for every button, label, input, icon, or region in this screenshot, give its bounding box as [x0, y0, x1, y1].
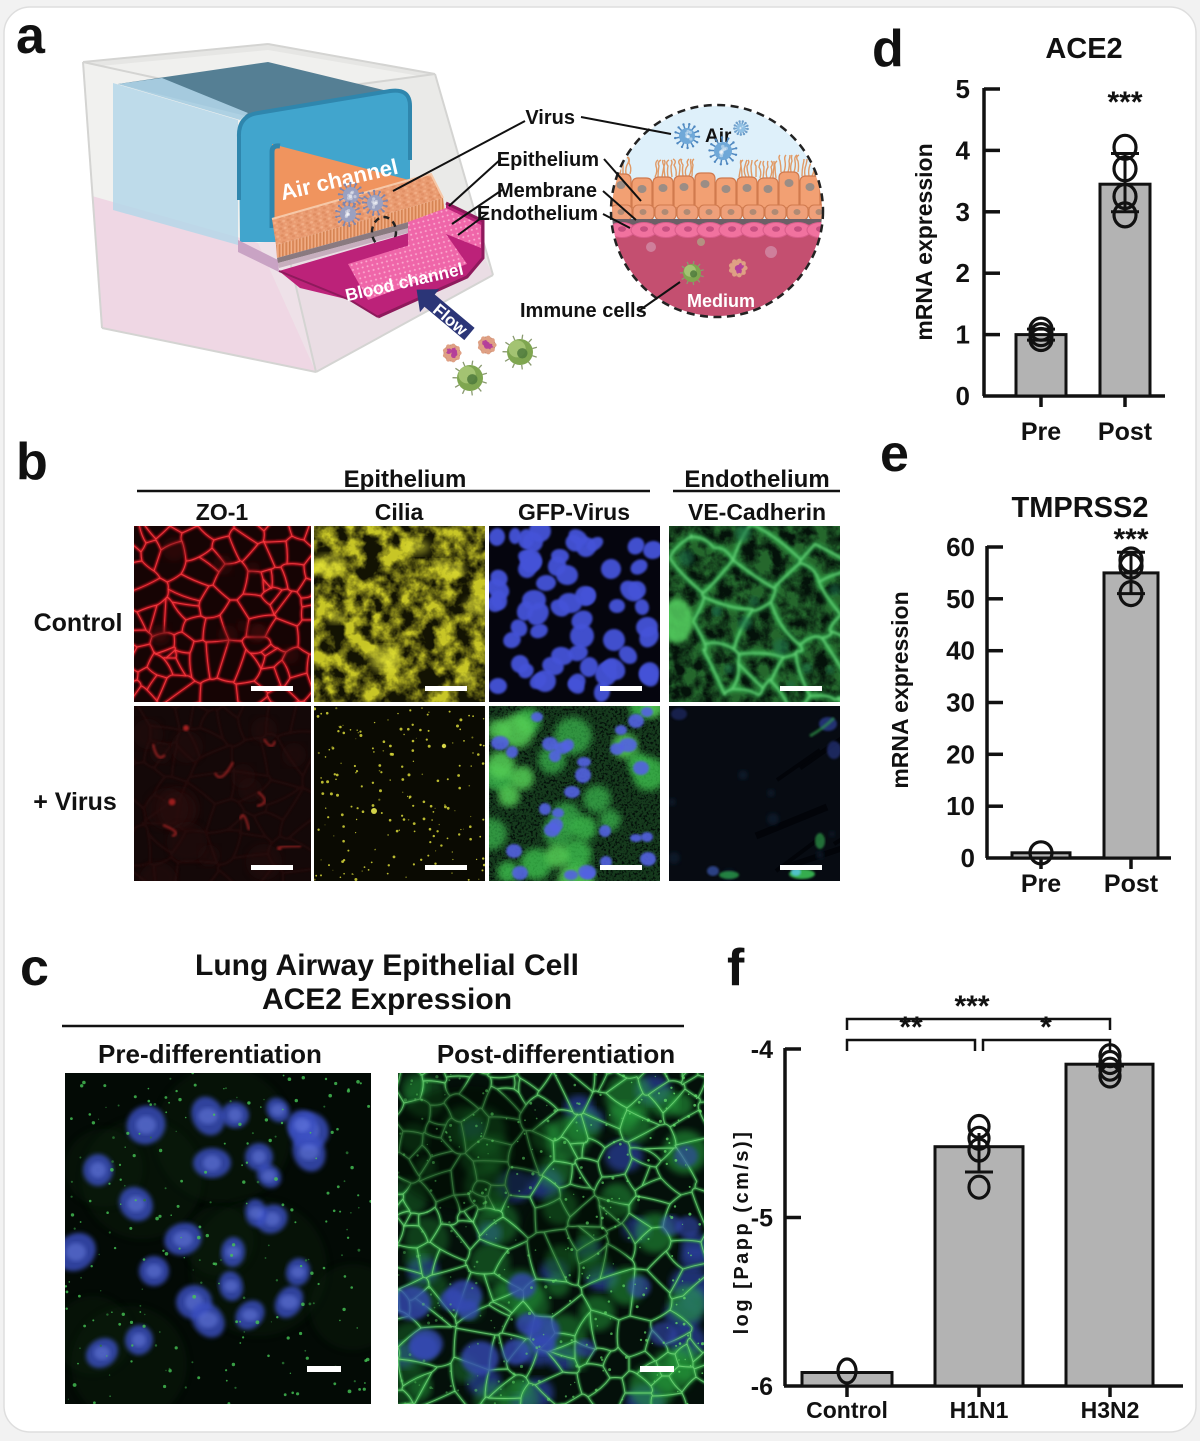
- svg-text:**: **: [899, 1011, 923, 1044]
- svg-text:***: ***: [1107, 86, 1142, 119]
- svg-text:20: 20: [946, 739, 975, 769]
- svg-text:ACE2: ACE2: [1045, 33, 1122, 65]
- svg-text:Membrane: Membrane: [497, 180, 597, 202]
- svg-text:2: 2: [956, 258, 970, 288]
- svg-text:mRNA expression: mRNA expression: [911, 143, 937, 340]
- svg-text:TMPRSS2: TMPRSS2: [1012, 492, 1149, 524]
- svg-text:Control: Control: [34, 609, 123, 637]
- svg-text:3: 3: [956, 197, 970, 227]
- svg-text:a: a: [16, 7, 46, 65]
- svg-text:mRNA expression: mRNA expression: [887, 591, 913, 788]
- svg-text:-5: -5: [751, 1205, 773, 1233]
- svg-text:-6: -6: [751, 1373, 773, 1401]
- svg-text:0: 0: [956, 381, 970, 411]
- svg-text:-4: -4: [751, 1036, 773, 1064]
- svg-text:Post: Post: [1098, 418, 1153, 446]
- svg-text:Cilia: Cilia: [375, 499, 424, 525]
- svg-text:Post-differentiation: Post-differentiation: [437, 1039, 675, 1069]
- svg-text:Control: Control: [806, 1397, 888, 1423]
- svg-text:+ Virus: + Virus: [33, 788, 117, 816]
- svg-text:H3N2: H3N2: [1081, 1397, 1140, 1423]
- svg-text:Pre-differentiation: Pre-differentiation: [98, 1039, 322, 1069]
- svg-text:Epithelium: Epithelium: [344, 466, 467, 493]
- svg-text:Endothelium: Endothelium: [684, 466, 829, 493]
- svg-text:Pre: Pre: [1021, 418, 1061, 446]
- svg-text:c: c: [20, 939, 49, 997]
- svg-text:4: 4: [956, 135, 971, 165]
- svg-text:VE-Cadherin: VE-Cadherin: [688, 499, 826, 525]
- svg-text:log [Papp (cm/s)]: log [Papp (cm/s)]: [731, 1130, 753, 1335]
- svg-text:GFP-Virus: GFP-Virus: [518, 499, 630, 525]
- svg-text:Lung Airway Epithelial Cell: Lung Airway Epithelial Cell: [195, 949, 579, 982]
- svg-text:b: b: [16, 433, 48, 491]
- svg-text:***: ***: [1113, 523, 1148, 556]
- svg-text:0: 0: [961, 843, 975, 873]
- svg-text:50: 50: [946, 584, 975, 614]
- svg-text:f: f: [727, 939, 745, 997]
- svg-text:10: 10: [946, 791, 975, 821]
- svg-text:Endothelium: Endothelium: [477, 203, 598, 225]
- svg-text:60: 60: [946, 532, 975, 562]
- svg-text:30: 30: [946, 688, 975, 718]
- svg-text:ZO-1: ZO-1: [196, 499, 249, 525]
- svg-text:Post: Post: [1104, 870, 1159, 898]
- svg-text:40: 40: [946, 636, 975, 666]
- svg-text:Virus: Virus: [525, 107, 575, 129]
- svg-text:*: *: [1040, 1011, 1052, 1044]
- svg-text:Immune cells: Immune cells: [520, 300, 647, 322]
- svg-text:***: ***: [954, 990, 989, 1023]
- svg-text:5: 5: [956, 74, 970, 104]
- svg-text:e: e: [880, 425, 909, 483]
- svg-text:1: 1: [956, 320, 970, 350]
- svg-text:Epithelium: Epithelium: [497, 149, 599, 171]
- svg-text:Pre: Pre: [1021, 870, 1061, 898]
- svg-text:ACE2 Expression: ACE2 Expression: [262, 983, 512, 1016]
- svg-text:d: d: [872, 20, 904, 78]
- svg-text:Medium: Medium: [687, 291, 755, 311]
- svg-text:H1N1: H1N1: [950, 1397, 1009, 1423]
